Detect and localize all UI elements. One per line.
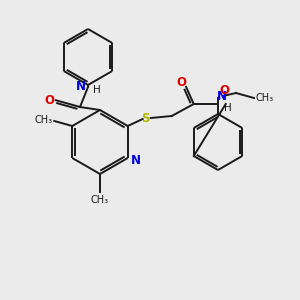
Text: O: O [177, 76, 187, 88]
Text: H: H [224, 103, 232, 113]
Text: CH₃: CH₃ [256, 93, 274, 103]
Text: N: N [217, 90, 227, 103]
Text: O: O [44, 94, 54, 106]
Text: S: S [142, 112, 150, 124]
Text: N: N [76, 80, 86, 94]
Text: CH₃: CH₃ [91, 195, 109, 205]
Text: CH₃: CH₃ [34, 115, 52, 125]
Text: O: O [219, 84, 229, 97]
Text: H: H [93, 85, 101, 95]
Text: N: N [131, 154, 141, 166]
